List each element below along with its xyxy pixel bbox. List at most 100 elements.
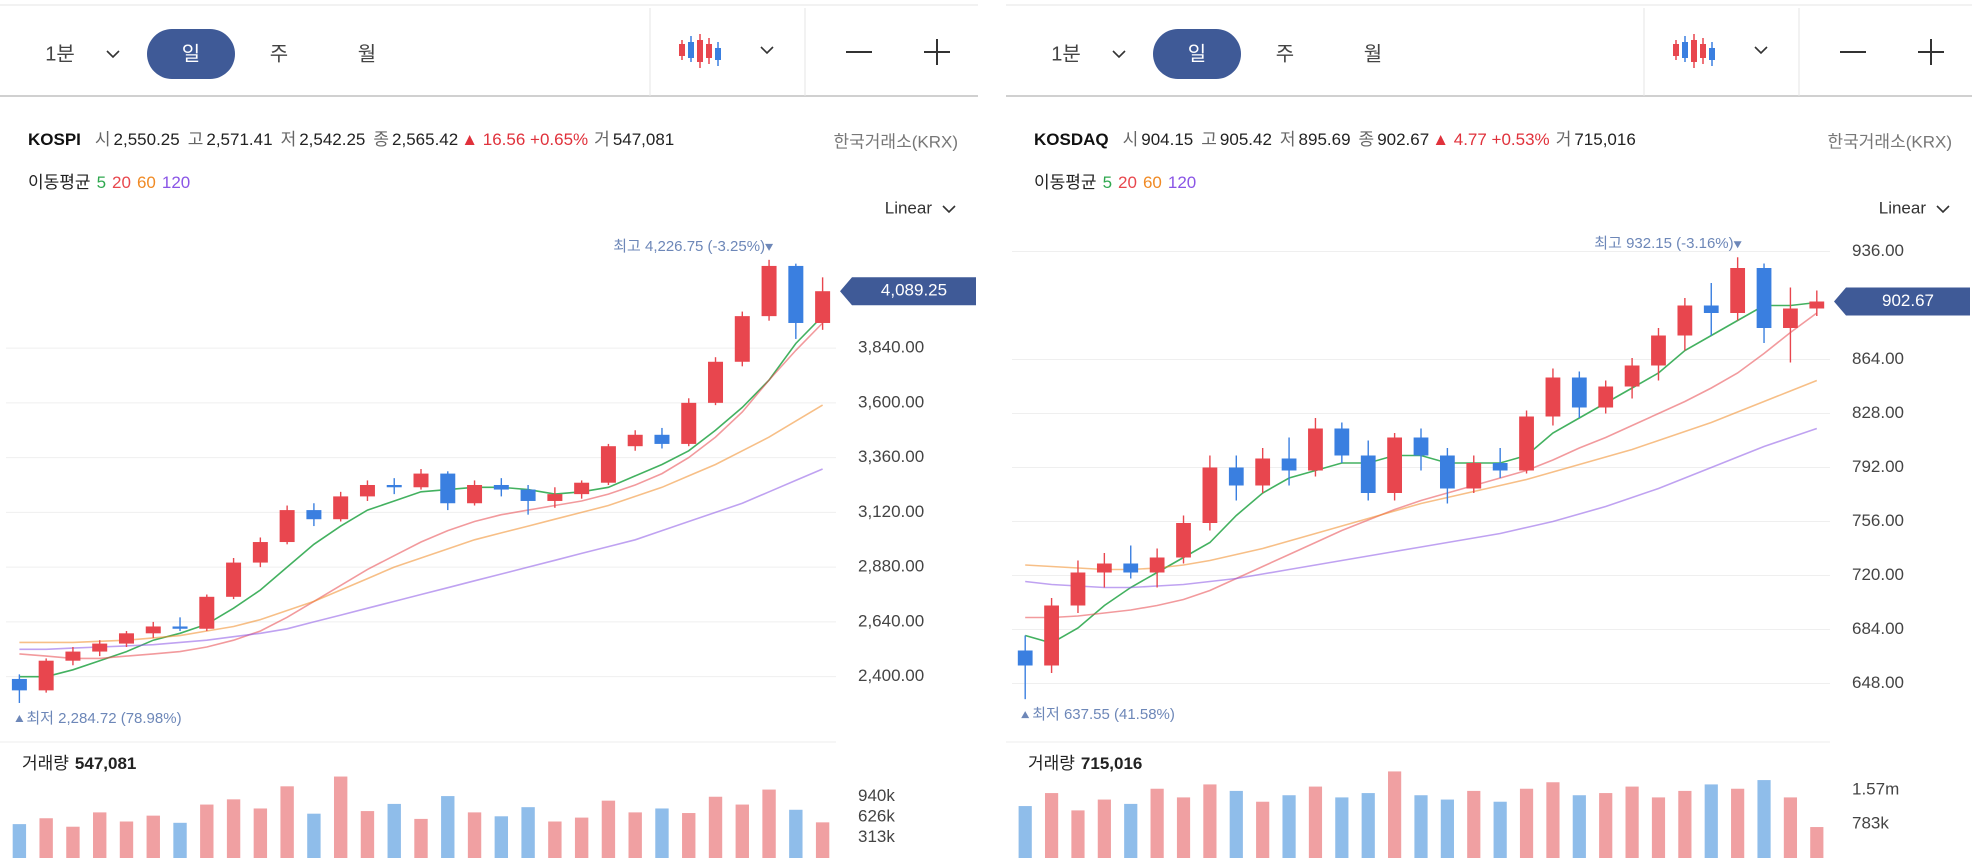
chart-type-button[interactable] (679, 34, 721, 68)
chart-type-button[interactable] (1673, 34, 1715, 68)
candle-body (172, 626, 188, 629)
volume-bar (360, 811, 375, 858)
volume-bar (119, 821, 134, 858)
ma-legend: 이동평균 5 20 60 120 (1034, 173, 1196, 192)
icon-body (1700, 44, 1706, 58)
candle-body (788, 265, 804, 323)
volume-bar (655, 808, 669, 858)
volume-bar (815, 822, 830, 858)
symbol: KOSDAQ (1034, 130, 1109, 149)
interval-button[interactable]: 월 (358, 42, 376, 65)
candle-body (11, 678, 27, 691)
candle-body (279, 510, 295, 543)
zoom-in-button[interactable] (924, 39, 950, 65)
interval-label: 주 (270, 43, 288, 65)
interval-label: 1분 (1051, 43, 1081, 65)
legend-entry: 5 (97, 173, 106, 192)
zoom-in-button[interactable] (1918, 39, 1944, 65)
quote-value: 2,550.25 (114, 130, 180, 149)
volume-total: 547,081 (75, 754, 136, 773)
candle-body (386, 484, 402, 488)
candle-body (574, 482, 590, 495)
candle-body (38, 660, 54, 691)
volume-bar (521, 807, 535, 858)
volume-bar (1282, 795, 1296, 858)
quote-key: 저 (281, 130, 297, 149)
y-tick-label: 864.00 (1852, 349, 1904, 368)
volume-bar (414, 818, 428, 858)
volume-bar (333, 776, 348, 858)
quote-value: 715,016 (1574, 130, 1635, 149)
chevron-icon (1754, 46, 1768, 55)
volume-bar (548, 821, 562, 858)
exchange: 한국거래소(KRX) (834, 132, 958, 151)
quote-value: 905.42 (1220, 130, 1272, 149)
volume-bar (1308, 786, 1323, 858)
legend-entry: 60 (1143, 173, 1162, 192)
interval-button[interactable]: 1분 (1051, 43, 1081, 65)
high-marker (1733, 241, 1742, 249)
legend-entry: 60 (137, 173, 156, 192)
candle-body (467, 484, 483, 504)
candle-body (440, 473, 456, 504)
candle-body (1387, 437, 1403, 493)
candle-body (1677, 305, 1693, 336)
interval-button[interactable]: 일 (1153, 29, 1241, 79)
interval-button[interactable]: 주 (1276, 43, 1294, 65)
volume-bar (789, 809, 803, 858)
high-marker (765, 243, 774, 251)
candle-body (1176, 523, 1191, 558)
last-price-label: 4,089.25 (881, 281, 947, 300)
volume-bar (1414, 795, 1428, 858)
ma-legend: 이동평균 5 20 60 120 (28, 173, 190, 192)
icon-body (706, 44, 712, 58)
interval-button[interactable]: 일 (147, 29, 235, 79)
change: ▲ 16.56 +0.65% (461, 130, 588, 149)
interval-button[interactable]: 월 (1364, 42, 1382, 65)
volume-name: 거래량 (1028, 754, 1075, 773)
candle-body (1651, 335, 1666, 366)
chevron-icon (1112, 50, 1126, 59)
volume-bar (226, 799, 241, 858)
quote-key: 고 (1201, 130, 1217, 149)
volume-bar (1256, 801, 1270, 858)
quote-value: 547,081 (613, 130, 674, 149)
volume-bar (307, 813, 321, 858)
candle-body (1598, 386, 1614, 408)
quote-value: 902.67 (1377, 130, 1429, 149)
candle-body (1730, 268, 1746, 313)
quote-key: 시 (95, 130, 111, 149)
quote-value: 904.15 (1141, 130, 1193, 149)
volume-bar (1757, 780, 1771, 858)
volume-bar (1124, 803, 1138, 858)
ma-line (19, 468, 823, 651)
candle-body (1149, 557, 1165, 573)
high-note: 최고 4,226.75 (-3.25%) (613, 238, 765, 255)
icon-body (1682, 42, 1688, 58)
candle-body (1360, 455, 1376, 493)
scale-dropdown[interactable]: Linear (885, 198, 956, 217)
candle-body (600, 446, 616, 483)
volume-bar (708, 796, 723, 858)
candle-body (306, 510, 322, 520)
y-tick-label: 3,360.00 (858, 447, 924, 466)
interval-button[interactable]: 주 (270, 43, 288, 65)
volume-bar (1150, 788, 1164, 858)
interval-button[interactable]: 1분 (45, 43, 75, 65)
candle-body (1044, 605, 1059, 666)
candle-body (734, 316, 750, 362)
y-tick-label: 2,400.00 (858, 666, 924, 685)
volume-tick-label: 626k (858, 807, 895, 826)
volume-bar (494, 816, 509, 858)
volume-bar (39, 818, 53, 858)
quote-key: 시 (1123, 130, 1139, 149)
candle-body (1809, 301, 1825, 309)
ma-line (19, 322, 824, 660)
high-note: 최고 932.15 (-3.16%) (1594, 235, 1733, 252)
volume-bar (1071, 810, 1085, 858)
y-tick-label: 648.00 (1852, 673, 1904, 692)
scale-dropdown[interactable]: Linear (1879, 198, 1950, 217)
low-note: 최저 637.55 (41.58%) (1032, 706, 1175, 723)
